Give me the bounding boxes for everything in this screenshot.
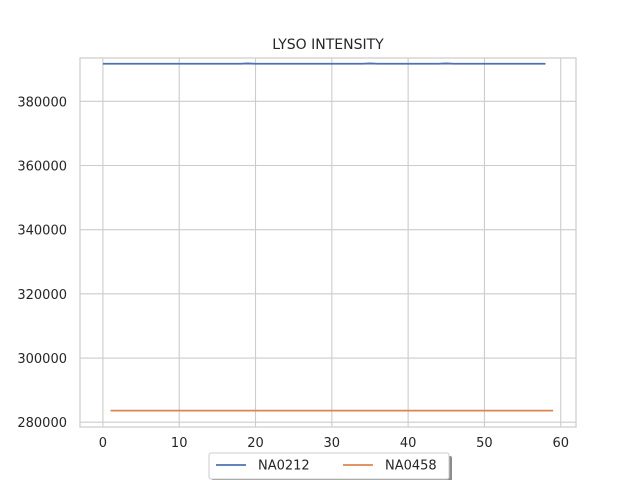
x-tick-label: 60 <box>552 436 569 451</box>
grid-layer <box>80 58 576 427</box>
legend-label-na0458: NA0458 <box>385 459 437 474</box>
x-tick-label: 0 <box>99 436 107 451</box>
y-tick-label: 380000 <box>17 95 67 110</box>
x-tick-label: 30 <box>324 436 341 451</box>
tick-labels: 0 10 20 30 40 50 60 280000 300000 320000 340000 360… <box>17 95 569 451</box>
y-tick-label: 340000 <box>17 224 67 239</box>
y-tick-label: 320000 <box>17 288 67 303</box>
y-tick-label: 280000 <box>17 416 67 431</box>
plot-area <box>79 57 577 428</box>
chart-title: LYSO INTENSITY <box>272 37 384 53</box>
y-tick-label: 300000 <box>17 352 67 367</box>
legend: NA0212 NA0458 <box>208 452 452 480</box>
x-tick-label: 10 <box>171 436 188 451</box>
legend-box <box>208 452 450 480</box>
y-tick-label: 360000 <box>17 159 67 174</box>
x-tick-label: 20 <box>247 436 264 451</box>
x-tick-label: 40 <box>400 436 417 451</box>
x-tick-label: 50 <box>476 436 493 451</box>
legend-label-na0212: NA0212 <box>258 459 310 474</box>
series-layer <box>102 62 554 412</box>
